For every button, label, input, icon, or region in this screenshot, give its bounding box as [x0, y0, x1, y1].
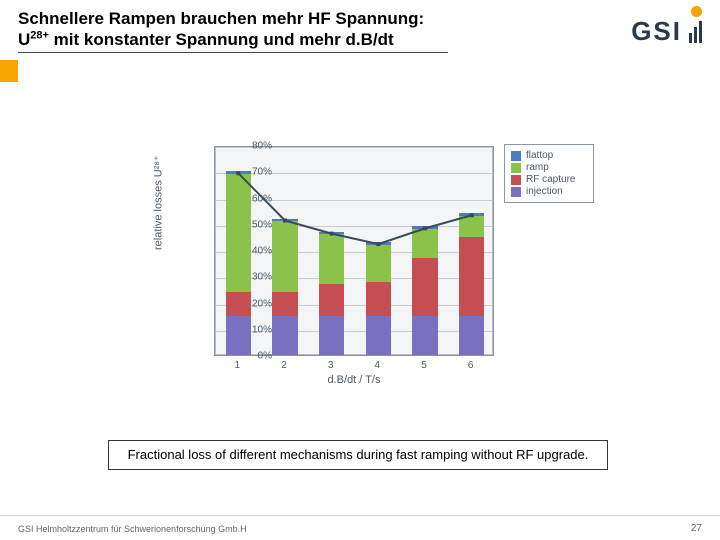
- bar: [412, 226, 438, 355]
- page-number: 27: [691, 523, 702, 534]
- footer-divider: [0, 515, 720, 516]
- y-tick-label: 40%: [242, 246, 272, 257]
- bar: [366, 242, 392, 355]
- y-tick-label: 30%: [242, 272, 272, 283]
- x-tick-label: 5: [421, 360, 427, 371]
- caption-text: Fractional loss of different mechanisms …: [128, 447, 589, 462]
- logo-bars-icon: [689, 21, 702, 43]
- legend-swatch-icon: [511, 175, 521, 185]
- title-line1: Schnellere Rampen brauchen mehr HF Spann…: [18, 9, 424, 28]
- y-tick-label: 60%: [242, 193, 272, 204]
- bar-segment-ramp: [272, 221, 298, 292]
- x-axis-label: d.B/dt / T/s: [214, 374, 494, 386]
- bar-segment-RF-capture: [366, 282, 392, 316]
- x-tick-label: 6: [468, 360, 474, 371]
- bar-segment-ramp: [459, 216, 485, 237]
- legend-item: ramp: [511, 162, 587, 173]
- bar-segment-ramp: [319, 234, 345, 284]
- logo-text: GSI: [631, 16, 682, 47]
- bar: [272, 219, 298, 356]
- y-tick-label: 80%: [242, 141, 272, 152]
- y-tick-label: 50%: [242, 219, 272, 230]
- legend-item: injection: [511, 186, 587, 197]
- y-tick-label: 0%: [242, 351, 272, 362]
- legend-swatch-icon: [511, 163, 521, 173]
- legend-label: flattop: [526, 150, 553, 161]
- y-axis-label: relative losses U²⁸⁺: [152, 155, 165, 250]
- bar-segment-RF-capture: [319, 284, 345, 316]
- bar-segment-injection: [366, 316, 392, 355]
- title-underline: [18, 52, 448, 53]
- loss-chart: relative losses U²⁸⁺ d.B/dt / T/s flatto…: [158, 140, 558, 400]
- accent-block: [0, 60, 18, 82]
- legend-swatch-icon: [511, 187, 521, 197]
- gsi-logo: GSI: [631, 16, 702, 47]
- legend-item: RF capture: [511, 174, 587, 185]
- slide-title: Schnellere Rampen brauchen mehr HF Spann…: [18, 8, 538, 51]
- x-tick-label: 3: [328, 360, 334, 371]
- bar-segment-injection: [226, 316, 252, 355]
- bar-segment-injection: [459, 316, 485, 355]
- legend-item: flattop: [511, 150, 587, 161]
- bar-segment-RF-capture: [272, 292, 298, 316]
- bar-segment-ramp: [412, 229, 438, 258]
- y-tick-label: 10%: [242, 324, 272, 335]
- legend-label: injection: [526, 186, 563, 197]
- x-tick-label: 4: [375, 360, 381, 371]
- bar-segment-injection: [272, 316, 298, 355]
- title-line2-post: mit konstanter Spannung und mehr d.B/dt: [49, 30, 394, 49]
- bar-segment-injection: [319, 316, 345, 355]
- legend-swatch-icon: [511, 151, 521, 161]
- legend-label: ramp: [526, 162, 549, 173]
- legend-label: RF capture: [526, 174, 575, 185]
- y-tick-label: 70%: [242, 167, 272, 178]
- y-tick-label: 20%: [242, 298, 272, 309]
- bar: [319, 232, 345, 355]
- title-line2-sup: 28+: [30, 30, 49, 42]
- bar-segment-ramp: [366, 245, 392, 282]
- title-line2-pre: U: [18, 30, 30, 49]
- footer-text: GSI Helmholtzzentrum für Schwerionenfors…: [18, 524, 247, 534]
- x-tick-label: 1: [235, 360, 241, 371]
- legend: flattoprampRF captureinjection: [504, 144, 594, 203]
- bar: [459, 213, 485, 355]
- bar-segment-RF-capture: [459, 237, 485, 316]
- logo-dot-icon: [691, 6, 702, 17]
- header: Schnellere Rampen brauchen mehr HF Spann…: [0, 0, 720, 57]
- bar-segment-RF-capture: [412, 258, 438, 316]
- x-tick-label: 2: [281, 360, 287, 371]
- slide: Schnellere Rampen brauchen mehr HF Spann…: [0, 0, 720, 540]
- bar-segment-injection: [412, 316, 438, 355]
- caption-box: Fractional loss of different mechanisms …: [108, 440, 608, 470]
